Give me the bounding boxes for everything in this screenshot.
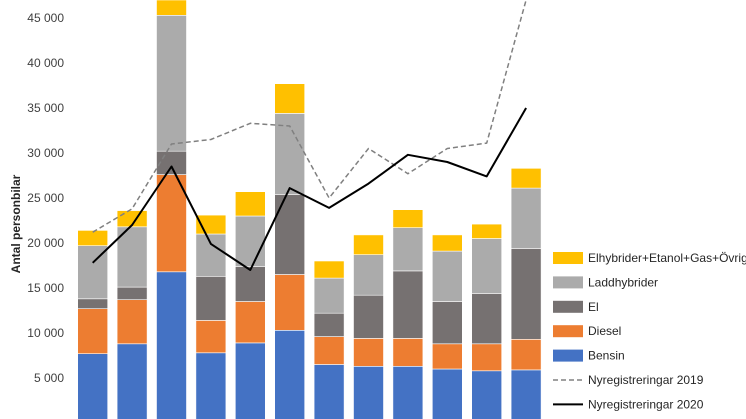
bar-segment — [156, 150, 187, 175]
bar-segment — [392, 270, 424, 339]
bar-segment — [195, 320, 227, 354]
bar-segment — [313, 336, 345, 365]
legend-item: Bensin — [553, 349, 625, 363]
y-tick-label: 20 000 — [27, 236, 64, 250]
bar-segment — [353, 234, 384, 255]
legend-swatch — [553, 349, 583, 362]
bar-segment — [392, 209, 424, 228]
bar-segment — [431, 343, 463, 370]
bar-segment — [195, 233, 227, 277]
bar-segment — [116, 286, 148, 301]
bar-segment — [274, 83, 306, 114]
bar-segment — [510, 338, 542, 371]
bar-segment — [156, 0, 187, 16]
bar-segment — [156, 174, 187, 273]
bar-segment — [313, 312, 345, 337]
bar-segment — [156, 15, 187, 152]
y-axis: 5 000 10 000 15 000 20 000 25 000 30 000 35 00… — [27, 11, 64, 385]
bar-segment — [471, 370, 503, 419]
bar-segment — [274, 329, 306, 419]
y-axis-title: Antal personbilar — [9, 174, 23, 273]
bar-segment — [77, 353, 108, 419]
bar-segment — [471, 223, 503, 239]
y-tick-label: 45 000 — [27, 11, 64, 25]
legend-item: El — [553, 300, 599, 314]
series-line — [92, 107, 527, 271]
legend-label: Nyregistreringar 2020 — [588, 397, 704, 411]
bar-segment — [471, 343, 503, 372]
legend-item: Diesel — [553, 324, 621, 338]
bar-segment — [274, 194, 306, 275]
y-tick-label: 5 000 — [34, 371, 64, 385]
bar-segment — [116, 226, 148, 288]
legend-swatch — [553, 300, 583, 313]
legend-item: Elhybrider+Etanol+Gas+Övriga — [553, 251, 746, 265]
bar-segment — [392, 365, 424, 419]
y-tick-label: 15 000 — [27, 281, 64, 295]
bar-segment — [235, 301, 266, 344]
legend-swatch — [553, 276, 583, 289]
bar-segment — [274, 274, 306, 331]
bar-segment — [510, 248, 542, 340]
line-series — [92, 0, 527, 271]
bar-segment — [195, 352, 227, 419]
bar-segment — [431, 368, 463, 419]
legend-label: Elhybrider+Etanol+Gas+Övriga — [588, 251, 746, 265]
bar-segment — [353, 365, 384, 419]
legend-label: Nyregistreringar 2019 — [588, 373, 704, 387]
legend-swatch — [553, 325, 583, 338]
bar-segment — [353, 254, 384, 296]
bar-segment — [77, 308, 108, 355]
series-line — [92, 0, 527, 233]
bar-segment — [195, 275, 227, 321]
legend-label: Bensin — [588, 349, 625, 363]
bar-segment — [235, 342, 266, 419]
legend-item: Nyregistreringar 2020 — [553, 397, 704, 411]
y-tick-label: 10 000 — [27, 326, 64, 340]
bar-segment — [431, 301, 463, 345]
bar-segment — [77, 298, 108, 309]
legend-item: Nyregistreringar 2019 — [553, 373, 704, 387]
bar-segment — [77, 230, 108, 246]
bar-segment — [313, 364, 345, 419]
bar-segment — [116, 343, 148, 419]
bar-segment — [392, 227, 424, 272]
bar-segment — [353, 338, 384, 367]
y-tick-label: 40 000 — [27, 56, 64, 70]
bar-segment — [510, 369, 542, 419]
bar-segment — [392, 338, 424, 367]
bar-segment — [353, 294, 384, 339]
bar-segment — [471, 238, 503, 294]
legend-label: Laddhybrider — [588, 275, 658, 289]
bar-segment — [313, 260, 345, 279]
bar-segment — [510, 168, 542, 189]
legend-swatch — [553, 252, 583, 264]
legend-item: Laddhybrider — [553, 275, 658, 289]
bar-segment — [235, 215, 266, 267]
legend-label: Diesel — [588, 324, 621, 338]
bar-segment — [313, 277, 345, 314]
legend-label: El — [588, 300, 599, 314]
bar-segment — [431, 234, 463, 252]
bar-stacks — [77, 0, 542, 419]
bar-segment — [235, 191, 266, 217]
bar-segment — [156, 271, 187, 419]
bar-segment — [471, 293, 503, 345]
y-tick-label: 30 000 — [27, 146, 64, 160]
legend: Elhybrider+Etanol+Gas+Övriga Laddhybrider… — [553, 251, 746, 411]
bar-segment — [235, 266, 266, 302]
y-tick-label: 35 000 — [27, 101, 64, 115]
bar-segment — [431, 250, 463, 302]
bar-segment — [116, 299, 148, 345]
y-tick-label: 25 000 — [27, 191, 64, 205]
bar-segment — [510, 187, 542, 249]
